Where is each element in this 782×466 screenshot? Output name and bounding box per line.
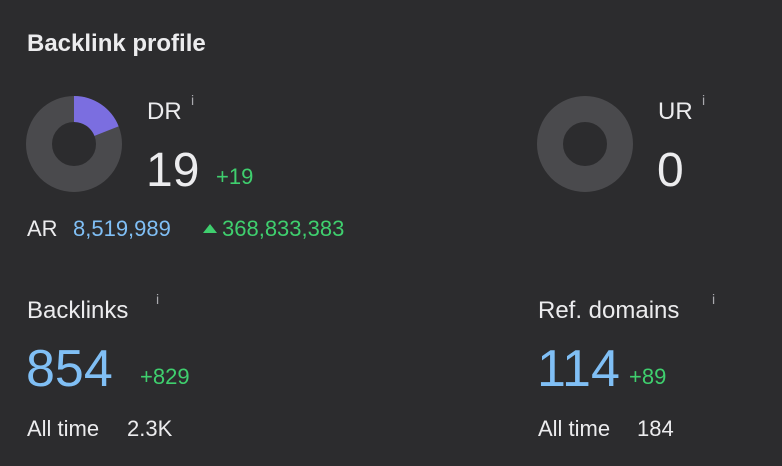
ar-change: 368,833,383 [222, 216, 344, 241]
dr-change: +19 [216, 164, 253, 189]
info-icon[interactable]: i [712, 291, 715, 307]
ur-value: 0 [657, 144, 684, 197]
ref-domains-label[interactable]: Ref. domains [538, 297, 679, 324]
ar-label: AR [27, 216, 58, 241]
panel-title: Backlink profile [27, 30, 206, 57]
ref-domains-change: +89 [629, 364, 666, 389]
dr-value: 19 [146, 144, 199, 197]
info-icon[interactable]: i [702, 92, 705, 108]
all-time-value: 2.3K [127, 416, 173, 441]
rating-arc [73, 96, 119, 137]
backlinks-value[interactable]: 854 [26, 340, 113, 398]
all-time-label: All time [27, 416, 99, 441]
ar-value: 8,519,989 [73, 216, 171, 241]
backlinks-label[interactable]: Backlinks [27, 297, 128, 324]
backlinks-change: +829 [140, 364, 190, 389]
ur-label: UR [658, 98, 693, 125]
all-time-value: 184 [637, 416, 674, 441]
ref-domains-value[interactable]: 114 [537, 340, 620, 398]
info-icon[interactable]: i [191, 92, 194, 108]
info-icon[interactable]: i [156, 291, 159, 307]
all-time-label: All time [538, 416, 610, 441]
ur-ring [537, 96, 633, 192]
up-arrow-icon [203, 224, 217, 233]
dr-label: DR [147, 98, 182, 125]
